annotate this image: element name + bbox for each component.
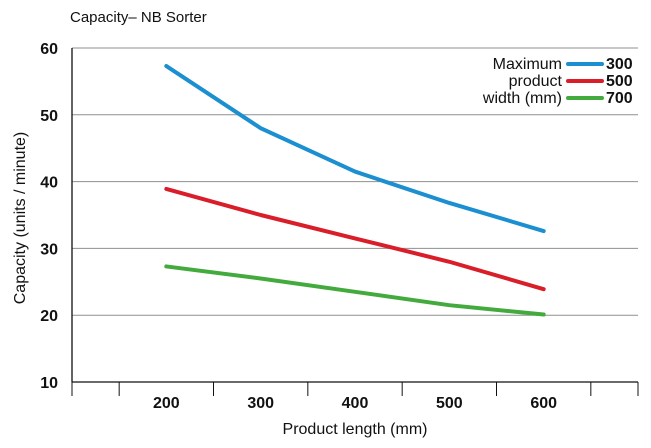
series-line-300: [164, 64, 546, 234]
legend-title-line-1: Maximum: [493, 56, 562, 73]
y-tick-label-20: 20: [40, 308, 58, 325]
x-tick-label-500: 500: [436, 395, 463, 412]
legend-title-line-2: product: [509, 73, 563, 90]
legend-title-line-3: width (mm): [482, 90, 562, 107]
series-line-700: [164, 264, 546, 317]
x-tick-label-600: 600: [530, 395, 557, 412]
x-tick-label-300: 300: [247, 395, 274, 412]
series-layer: [164, 64, 546, 317]
legend-label-700: 700: [606, 90, 633, 107]
y-tick-label-50: 50: [40, 108, 58, 125]
x-tick-label-200: 200: [153, 395, 180, 412]
axis-layer: 10 20 30 40 50 60 200 300 400 500 600: [40, 41, 639, 412]
x-axis-label: Product length (mm): [283, 421, 428, 438]
y-tick-label-60: 60: [40, 41, 58, 58]
chart-title: Capacity– NB Sorter: [70, 9, 207, 26]
legend-label-300: 300: [606, 56, 633, 73]
legend-label-500: 500: [606, 73, 633, 90]
y-tick-label-10: 10: [40, 375, 58, 392]
x-tick-label-400: 400: [342, 395, 369, 412]
series-line-500: [164, 186, 546, 292]
y-tick-label-40: 40: [40, 175, 58, 192]
y-tick-label-30: 30: [40, 241, 58, 258]
y-axis-label: Capacity (units / minute): [12, 132, 29, 305]
